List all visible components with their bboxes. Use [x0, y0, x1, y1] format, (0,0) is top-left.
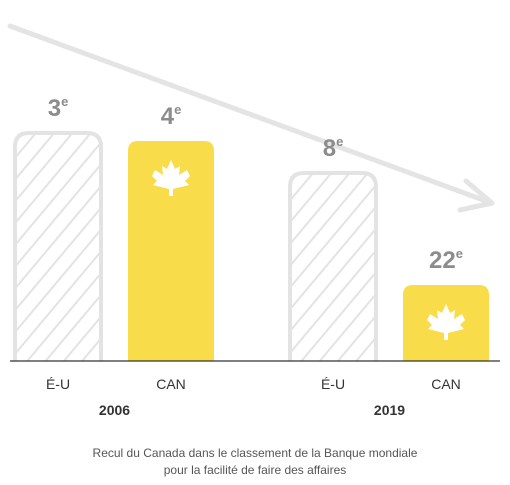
trend-arrow-head: [457, 178, 495, 213]
rank-label-group-2006-can: 4e: [161, 102, 182, 130]
caption-line-1: Recul du Canada dans le classement de la…: [92, 446, 418, 460]
maple-leaf-icon: [152, 160, 190, 196]
year-label-2006: 2006: [99, 402, 130, 418]
bar-group-2006-can: [128, 141, 214, 361]
category-label-group-2006-can: CAN: [156, 376, 186, 392]
rank-label-group-2019-can: 22e: [429, 246, 463, 274]
trend-arrow-line: [7, 23, 489, 204]
rank-label-group-2006-u: 3e: [48, 94, 69, 122]
caption-line-2: pour la facilité de faire des affaires: [163, 463, 347, 477]
year-label-2019: 2019: [374, 402, 405, 418]
rank-label-group-2019-u: 8e: [323, 134, 344, 162]
category-label-group-2019-can: CAN: [431, 376, 461, 392]
bar-outline-group-2006-u: [13, 131, 103, 361]
bar-outline-group-2019-u: [288, 171, 378, 361]
category-label-group-2006-u: É-U: [46, 376, 70, 392]
category-label-group-2019-u: É-U: [321, 376, 345, 392]
bar-group-2019-u: [290, 173, 376, 361]
maple-leaf-icon: [427, 304, 465, 340]
bar-group-2006-u: [15, 133, 101, 361]
